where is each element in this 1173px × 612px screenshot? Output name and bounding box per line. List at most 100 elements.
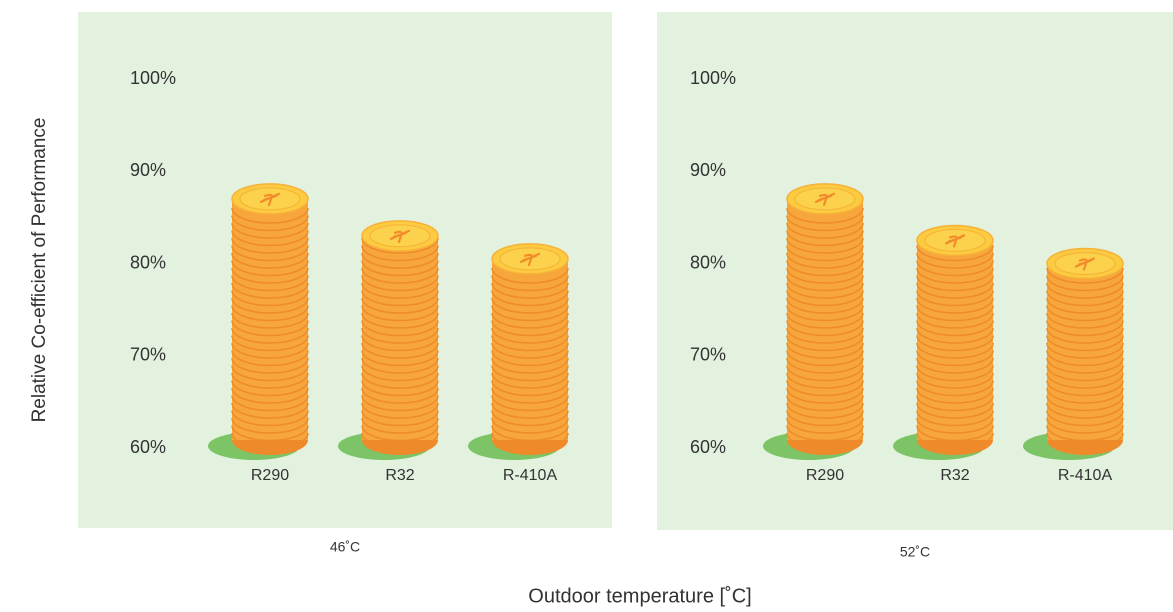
- coin-edge: [786, 222, 864, 239]
- coin-edge: [491, 387, 569, 404]
- coin-edge: [786, 417, 864, 434]
- coin-edge: [1046, 267, 1124, 284]
- coin-stack-bar: [338, 220, 439, 460]
- coin-edge: [231, 395, 309, 412]
- coin-edge: [231, 387, 309, 404]
- coin-edge: [491, 305, 569, 322]
- coin-edge: [786, 342, 864, 359]
- coin-edge: [491, 395, 569, 412]
- panel-title: 52˚C: [900, 544, 930, 560]
- coin-edge: [786, 237, 864, 254]
- coin-edge: [491, 267, 569, 284]
- coin-edge: [786, 395, 864, 412]
- rupee-icon: [1074, 257, 1096, 271]
- coin-stack-bar: [1023, 247, 1124, 460]
- coin-edge: [231, 207, 309, 224]
- coin-edge: [916, 275, 994, 292]
- coin-edge: [786, 252, 864, 269]
- coin-edge: [231, 305, 309, 322]
- coin-edge: [231, 327, 309, 344]
- coin-stack-bar: [893, 224, 994, 460]
- coin-edge: [361, 267, 439, 284]
- coin-edge: [491, 365, 569, 382]
- x-tick-label: R32: [385, 467, 414, 484]
- coin-edge: [786, 327, 864, 344]
- coin-edge: [786, 260, 864, 277]
- coin-stack-bar: [468, 243, 569, 460]
- coin-edge: [916, 365, 994, 382]
- coin-edge: [231, 275, 309, 292]
- coin-body: [232, 198, 308, 440]
- coin-edge: [786, 230, 864, 247]
- coin-edge: [786, 282, 864, 299]
- coin-edge: [916, 267, 994, 284]
- coin-edge: [1046, 372, 1124, 389]
- coin-edge: [1046, 425, 1124, 442]
- coin-edge: [231, 260, 309, 277]
- coin-edge: [786, 275, 864, 292]
- coin-edge: [491, 350, 569, 367]
- x-tick-label: R-410A: [503, 467, 558, 484]
- coin-edge: [231, 312, 309, 329]
- coin-edge: [786, 207, 864, 224]
- y-tick-label: 60%: [690, 437, 726, 457]
- coin-edge: [231, 432, 309, 449]
- y-tick-label: 90%: [130, 160, 166, 180]
- coin-edge: [916, 432, 994, 449]
- coin-edge: [1046, 297, 1124, 314]
- coin-edge: [786, 387, 864, 404]
- x-tick-label: R290: [806, 467, 844, 484]
- coin-edge: [231, 237, 309, 254]
- coin-edge: [916, 320, 994, 337]
- x-tick-label: R32: [940, 467, 969, 484]
- coin-edge: [361, 395, 439, 412]
- coin-edge: [491, 297, 569, 314]
- coin-edge: [361, 260, 439, 277]
- coin-edge: [231, 230, 309, 247]
- coin-edge: [786, 350, 864, 367]
- y-tick-label: 90%: [690, 160, 726, 180]
- coin-edge: [1046, 402, 1124, 419]
- coin-edge: [491, 380, 569, 397]
- coin-edge: [361, 387, 439, 404]
- coin-edge: [916, 350, 994, 367]
- coin-edge: [1046, 380, 1124, 397]
- coin-edge: [786, 312, 864, 329]
- coin-edge: [916, 417, 994, 434]
- coin-edge: [361, 282, 439, 299]
- coin-edge: [1046, 290, 1124, 307]
- coin-edge: [786, 245, 864, 262]
- coin-edge: [1046, 342, 1124, 359]
- rupee-icon: [944, 234, 966, 248]
- coin-edge: [361, 252, 439, 269]
- coin-edge: [491, 432, 569, 449]
- coin-edge: [231, 342, 309, 359]
- coin-edge: [1046, 275, 1124, 292]
- coin-edge: [786, 290, 864, 307]
- coin-edge: [916, 290, 994, 307]
- coin-edge: [491, 342, 569, 359]
- coin-edge: [916, 357, 994, 374]
- coin-edge: [231, 267, 309, 284]
- coin-edge: [361, 365, 439, 382]
- coin-edge: [491, 312, 569, 329]
- coin-edge: [361, 320, 439, 337]
- coin-stack-bar: [763, 183, 864, 460]
- coin-edge: [231, 282, 309, 299]
- y-tick-label: 80%: [130, 252, 166, 272]
- coin-edge: [916, 335, 994, 352]
- coin-edge: [231, 297, 309, 314]
- coin-edge: [361, 432, 439, 449]
- coin-edge: [361, 372, 439, 389]
- coin-edge: [491, 335, 569, 352]
- coin-edge: [231, 320, 309, 337]
- coin-edge: [916, 327, 994, 344]
- x-tick-label: R290: [251, 467, 289, 484]
- coin-edge: [231, 222, 309, 239]
- coin-edge: [786, 297, 864, 314]
- coin-edge: [231, 365, 309, 382]
- coin-edge: [916, 312, 994, 329]
- panel-title: 46˚C: [330, 539, 360, 555]
- coin-edge: [361, 312, 439, 329]
- coin-edge: [1046, 365, 1124, 382]
